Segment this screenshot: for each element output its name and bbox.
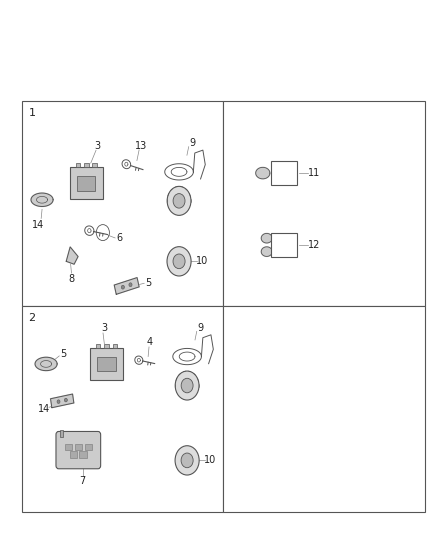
Bar — [271, 161, 297, 185]
Text: 10: 10 — [196, 256, 208, 266]
Text: 1: 1 — [28, 108, 35, 118]
Text: 13: 13 — [135, 141, 148, 151]
Bar — [98, 357, 116, 371]
Text: 7: 7 — [80, 476, 86, 486]
Circle shape — [64, 398, 67, 402]
Bar — [80, 451, 87, 458]
Text: 14: 14 — [38, 405, 50, 414]
Bar — [92, 163, 97, 167]
Text: 10: 10 — [204, 455, 216, 465]
Bar — [22, 101, 223, 306]
Bar — [70, 167, 103, 199]
Text: 9: 9 — [189, 138, 195, 148]
Circle shape — [173, 254, 185, 269]
Circle shape — [129, 283, 132, 287]
Polygon shape — [261, 233, 272, 243]
Bar — [78, 176, 95, 190]
Bar — [75, 443, 82, 450]
Polygon shape — [114, 278, 139, 294]
Polygon shape — [35, 357, 57, 370]
Text: 9: 9 — [197, 322, 203, 333]
Bar — [85, 443, 92, 450]
Text: 2: 2 — [28, 313, 35, 323]
Text: 8: 8 — [68, 274, 74, 284]
Polygon shape — [66, 247, 78, 264]
Text: 3: 3 — [94, 141, 100, 151]
Circle shape — [181, 378, 193, 393]
Polygon shape — [31, 193, 53, 206]
Polygon shape — [261, 247, 272, 256]
Circle shape — [167, 187, 191, 215]
Text: 5: 5 — [60, 349, 67, 359]
Bar — [60, 431, 64, 437]
Bar — [271, 233, 297, 257]
Circle shape — [167, 247, 191, 276]
Bar — [96, 344, 100, 348]
Polygon shape — [256, 167, 270, 179]
Circle shape — [181, 453, 193, 468]
Circle shape — [121, 285, 124, 289]
Text: 5: 5 — [145, 278, 152, 288]
Circle shape — [57, 400, 60, 403]
Bar — [104, 344, 109, 348]
Bar — [223, 101, 425, 306]
Text: 3: 3 — [102, 322, 108, 333]
Text: 4: 4 — [146, 337, 152, 346]
Text: 11: 11 — [308, 168, 321, 178]
Bar — [65, 443, 72, 450]
Bar — [70, 451, 77, 458]
Circle shape — [175, 371, 199, 400]
FancyBboxPatch shape — [56, 432, 101, 469]
Circle shape — [173, 193, 185, 208]
Bar — [84, 163, 88, 167]
Polygon shape — [50, 394, 74, 408]
Bar — [223, 306, 425, 512]
Bar — [113, 344, 117, 348]
Circle shape — [175, 446, 199, 475]
Text: 14: 14 — [32, 220, 44, 230]
Text: 12: 12 — [308, 240, 321, 250]
Bar — [76, 163, 80, 167]
Text: 6: 6 — [117, 233, 123, 243]
Bar — [22, 306, 223, 512]
Bar — [90, 348, 123, 380]
